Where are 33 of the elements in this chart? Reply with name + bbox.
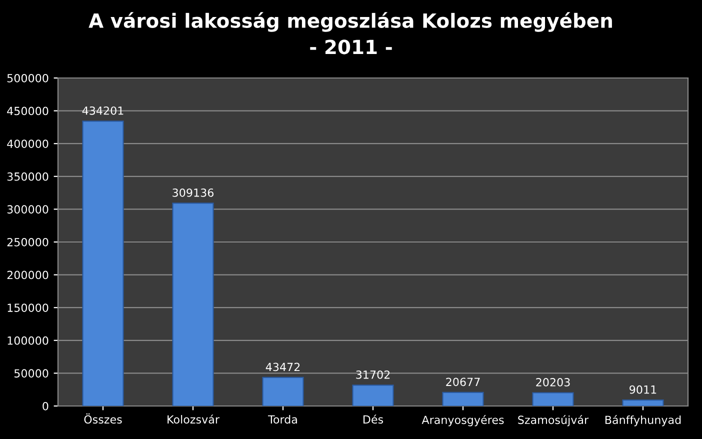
x-tick-label: Szamosújvár [518, 415, 589, 426]
bar [622, 400, 664, 406]
data-label: 20677 [446, 378, 480, 386]
bar [262, 376, 304, 406]
y-tick-label: 200000 [7, 270, 48, 280]
x-tick-label: Kolozsvár [168, 414, 220, 424]
data-label: 434201 [82, 106, 124, 115]
y-tick-label: 400000 [7, 140, 48, 148]
x-tick-label: Torda [268, 415, 297, 424]
y-tick-label: 250000 [7, 238, 48, 246]
chart-title: A városi lakosság megoszlása Kolozs megyében - 2011 - [88, 12, 612, 54]
y-tick-label: 50000 [14, 369, 48, 378]
y-tick-label: 150000 [8, 304, 48, 312]
x-tick-label: Összes [84, 413, 122, 424]
y-tick-label: 450000 [7, 106, 48, 116]
x-tick-label: Aranyosgyéres [422, 415, 504, 426]
data-label: 309136 [172, 188, 214, 197]
data-label: 31702 [356, 370, 390, 379]
y-tick-label: 0 [42, 402, 48, 410]
data-label: 43472 [266, 362, 300, 372]
data-label: 9011 [630, 385, 656, 394]
y-tick-label: 300000 [7, 205, 48, 214]
y-tick-label: 100000 [8, 336, 48, 345]
bar [352, 384, 394, 406]
x-tick-label: Bánffyhunyad [605, 415, 681, 426]
bar [532, 392, 574, 406]
bar [82, 120, 124, 406]
x-tick-label: Dés [364, 414, 384, 424]
bar [172, 202, 214, 406]
data-label: 20203 [536, 378, 570, 386]
y-tick-label: 350000 [7, 172, 48, 181]
bar [442, 392, 484, 406]
y-tick-label: 500000 [7, 74, 48, 82]
